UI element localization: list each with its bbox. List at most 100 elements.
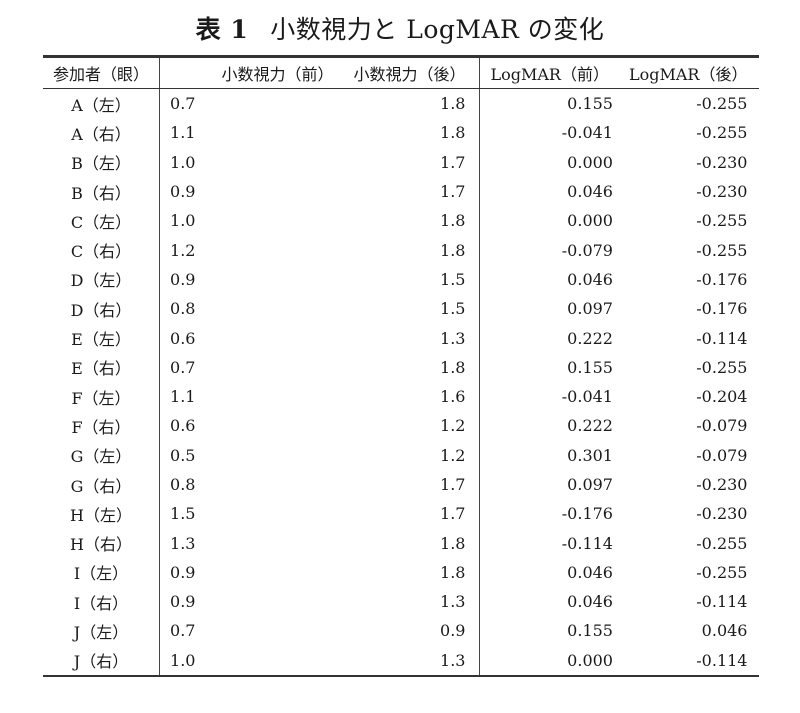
cell-decimal-after: 1.7 [343, 499, 481, 529]
cell-logmar-after: -0.255 [696, 357, 748, 377]
cell-decimal-after: 0.9 [343, 616, 481, 646]
cell-logmar-before: 0.046 [567, 592, 613, 612]
cell-participant: G（左） [43, 440, 161, 470]
cell-decimal-after: 1.2 [343, 440, 481, 470]
cell-decimal-before: 1.0 [170, 650, 196, 670]
cell-decimal-after: 1.2 [343, 411, 481, 441]
cell-logmar-before: 0.097 [567, 299, 613, 319]
cell-logmar-before: -0.041 [561, 387, 613, 407]
cell-decimal-before: 0.9 [170, 592, 196, 612]
cell-logmar-before: 0.155 [567, 357, 613, 377]
cell-participant: C（左） [43, 206, 161, 236]
cell-logmar-after: -0.204 [696, 387, 748, 407]
table-row: A（左） 0.7 1.8 0.155 -0.255 [43, 88, 759, 119]
cell-logmar-after: -0.079 [696, 416, 748, 436]
cell-logmar-after: -0.255 [696, 240, 748, 260]
cell-decimal-before: 1.5 [170, 504, 196, 524]
cell-decimal-after: 1.8 [343, 206, 481, 236]
cell-participant: J（右） [43, 645, 161, 676]
cell-logmar-after: -0.230 [696, 504, 748, 524]
cell-participant: H（左） [43, 499, 161, 529]
table-row: C（左） 1.0 1.8 0.000 -0.255 [43, 206, 759, 236]
table-row: E（右） 0.7 1.8 0.155 -0.255 [43, 352, 759, 382]
cell-decimal-after: 1.5 [343, 264, 481, 295]
cell-decimal-before: 0.6 [170, 328, 196, 348]
header-row: 参加者（眼） 小数視力（前） 小数視力（後） LogMAR（前） LogMAR（… [43, 56, 760, 89]
cell-decimal-before: 0.9 [170, 562, 196, 582]
cell-logmar-after: 0.046 [701, 621, 748, 641]
cell-decimal-before: 1.2 [170, 240, 196, 260]
cell-decimal-after: 1.5 [343, 294, 481, 324]
cell-logmar-after: -0.176 [696, 299, 748, 319]
cell-logmar-after: -0.255 [696, 211, 748, 231]
table-row: F（左） 1.1 1.6 -0.041 -0.204 [43, 381, 759, 412]
table-row: D（右） 0.8 1.5 0.097 -0.176 [43, 294, 759, 324]
cell-participant: F（左） [43, 381, 161, 412]
cell-logmar-after: -0.114 [696, 592, 748, 612]
cell-decimal-after: 1.7 [343, 176, 481, 207]
table-row: J（左） 0.7 0.9 0.155 0.046 [43, 616, 759, 646]
cell-logmar-before: 0.000 [567, 650, 613, 670]
table-row: H（右） 1.3 1.8 -0.114 -0.255 [43, 528, 759, 558]
cell-participant: E（左） [43, 323, 161, 353]
cell-logmar-before: 0.222 [567, 416, 613, 436]
cell-logmar-before: -0.079 [561, 240, 613, 260]
table-row: F（右） 0.6 1.2 0.222 -0.079 [43, 411, 759, 441]
cell-decimal-after: 1.6 [343, 381, 481, 412]
cell-logmar-after: -0.255 [696, 123, 748, 143]
table-number: 表 1 [195, 15, 249, 44]
header-logmar-before: LogMAR（前） [479, 56, 619, 89]
cell-decimal-after: 1.8 [343, 118, 481, 148]
cell-decimal-after: 1.8 [343, 235, 481, 265]
cell-decimal-before: 0.6 [170, 416, 196, 436]
cell-decimal-before: 0.7 [170, 357, 196, 377]
table-row: B（左） 1.0 1.7 0.000 -0.230 [43, 147, 759, 177]
cell-decimal-after: 1.8 [343, 88, 481, 119]
cell-logmar-before: 0.046 [567, 562, 613, 582]
table-row: H（左） 1.5 1.7 -0.176 -0.230 [43, 499, 759, 529]
cell-decimal-before: 1.1 [170, 123, 196, 143]
cell-participant: H（右） [43, 528, 161, 558]
cell-decimal-after: 1.8 [343, 528, 481, 558]
header-participant: 参加者（眼） [43, 56, 161, 89]
table-row: J（右） 1.0 1.3 0.000 -0.114 [43, 645, 759, 676]
table-row: I（左） 0.9 1.8 0.046 -0.255 [43, 557, 759, 588]
cell-logmar-before: 0.155 [567, 621, 613, 641]
cell-participant: J（左） [43, 616, 161, 646]
cell-decimal-after: 1.7 [343, 469, 481, 500]
cell-decimal-before: 0.9 [170, 182, 196, 202]
cell-participant: A（右） [43, 118, 161, 148]
cell-participant: I（左） [43, 557, 161, 588]
cell-logmar-after: -0.114 [696, 328, 748, 348]
cell-logmar-before: -0.041 [561, 123, 613, 143]
cell-logmar-after: -0.079 [696, 445, 748, 465]
header-decimal-before: 小数視力（前） [159, 56, 344, 89]
cell-decimal-before: 1.1 [170, 387, 196, 407]
cell-logmar-after: -0.230 [696, 475, 748, 494]
cell-decimal-before: 1.0 [170, 211, 196, 231]
table-row: G（左） 0.5 1.2 0.301 -0.079 [43, 440, 759, 470]
cell-decimal-after: 1.3 [343, 323, 481, 353]
cell-participant: E（右） [43, 352, 161, 382]
table-row: G（右） 0.8 1.7 0.097 -0.230 [43, 469, 759, 500]
cell-logmar-after: -0.176 [696, 269, 748, 289]
table-row: C（右） 1.2 1.8 -0.079 -0.255 [43, 235, 759, 265]
cell-logmar-before: -0.176 [561, 504, 613, 524]
cell-participant: D（左） [43, 264, 161, 295]
table-body: A（左） 0.7 1.8 0.155 -0.255 A（右） 1.1 1.8 -0.041 -0.… [43, 88, 759, 676]
table-row: D（左） 0.9 1.5 0.046 -0.176 [43, 264, 759, 295]
visual-acuity-table: 参加者（眼） 小数視力（前） 小数視力（後） LogMAR（前） LogMAR（… [43, 55, 760, 677]
cell-logmar-after: -0.255 [696, 94, 748, 114]
cell-participant: G（右） [43, 469, 161, 500]
cell-participant: I（右） [43, 587, 161, 617]
cell-logmar-before: 0.000 [567, 211, 613, 231]
cell-logmar-before: 0.097 [567, 475, 613, 494]
cell-logmar-after: -0.114 [696, 650, 748, 670]
cell-participant: C（右） [43, 235, 161, 265]
table-row: A（右） 1.1 1.8 -0.041 -0.255 [43, 118, 759, 148]
cell-decimal-after: 1.3 [343, 645, 481, 676]
cell-decimal-before: 0.5 [170, 445, 196, 465]
cell-participant: D（右） [43, 294, 161, 324]
cell-participant: B（左） [43, 147, 161, 177]
cell-logmar-before: -0.114 [561, 533, 613, 553]
